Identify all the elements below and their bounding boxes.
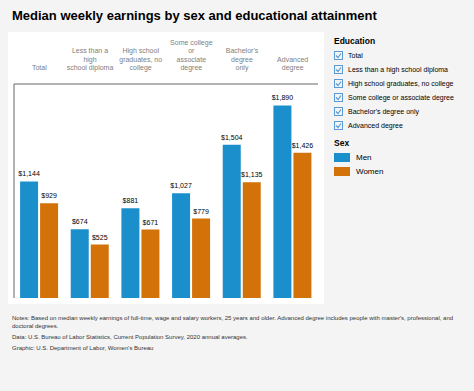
svg-text:associate: associate: [177, 56, 207, 63]
html-text:Men: Men: [356, 153, 372, 162]
svg-text:$1,504: $1,504: [221, 134, 243, 141]
svg-text:high: high: [83, 56, 96, 64]
html-text:High school graduates, no coll: High school graduates, no college: [348, 80, 454, 87]
svg-text:Total: Total: [32, 64, 47, 71]
svg-text:$525: $525: [92, 234, 108, 241]
svg-text:$674: $674: [72, 218, 88, 225]
svg-text:Less than a: Less than a: [72, 47, 108, 54]
svg-text:$1,135: $1,135: [241, 171, 263, 178]
svg-text:$779: $779: [193, 208, 209, 215]
html-text:Advanced degree: Advanced degree: [348, 122, 403, 129]
html-text:Notes: Based on median weekly: Notes: Based on median weekly earnings o…: [12, 315, 454, 329]
svg-text:only: only: [236, 64, 249, 72]
html-text:Some college or associate degr: Some college or associate degree: [348, 94, 454, 101]
svg-text:degree: degree: [282, 64, 304, 72]
html-text:Median weekly earnings by sex: Median weekly earnings by sex and educat…: [12, 8, 377, 23]
html-text:Women: Women: [356, 167, 384, 176]
svg-text:or: or: [188, 47, 195, 54]
html-text:Total: Total: [348, 52, 363, 59]
svg-text:$881: $881: [123, 197, 139, 204]
svg-text:graduates, no: graduates, no: [119, 56, 162, 64]
svg-text:Bachelor's: Bachelor's: [226, 47, 259, 54]
html-text:Bachelor's degree only: Bachelor's degree only: [348, 108, 419, 115]
svg-text:Advanced: Advanced: [277, 56, 308, 63]
svg-text:Some college: Some college: [170, 39, 213, 47]
html-text:Graphic: U.S. Department of La: Graphic: U.S. Department of Labor, Women…: [12, 345, 154, 351]
svg-text:college: college: [130, 64, 152, 72]
html-text:Less than a high school diplom: Less than a high school diploma: [348, 66, 448, 73]
svg-text:$1,890: $1,890: [272, 94, 294, 101]
html-text:Sex: Sex: [334, 138, 350, 148]
svg-text:$1,027: $1,027: [170, 182, 192, 189]
html-text:Data: U.S. Bureau of Labor Sta: Data: U.S. Bureau of Labor Statistics, C…: [12, 334, 248, 340]
svg-text:$1,426: $1,426: [292, 142, 314, 149]
svg-text:$671: $671: [143, 219, 159, 226]
svg-text:degree: degree: [231, 56, 253, 64]
svg-text:degree: degree: [180, 64, 202, 72]
svg-text:school diploma: school diploma: [67, 64, 114, 72]
svg-text:$929: $929: [41, 192, 57, 199]
svg-text:$1,144: $1,144: [18, 170, 40, 177]
html-text:Education: Education: [334, 36, 376, 46]
svg-text:High school: High school: [122, 47, 159, 55]
